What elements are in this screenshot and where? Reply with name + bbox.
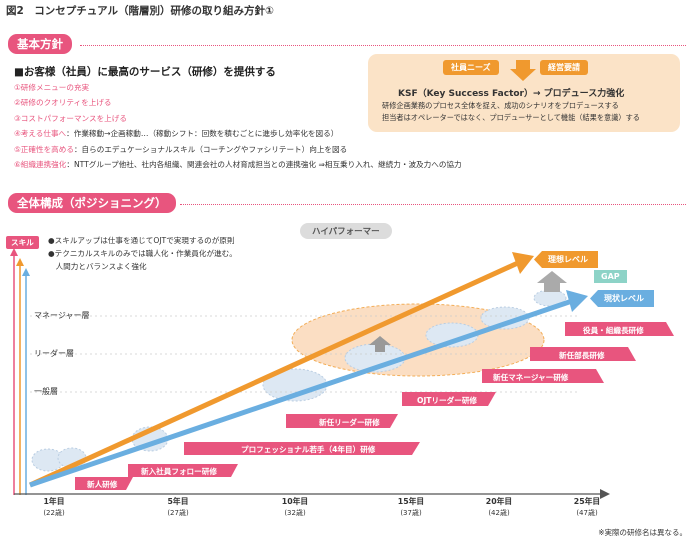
up-arrow-1 — [369, 336, 391, 352]
policy-divider — [80, 45, 686, 46]
note-3: 人間力とバランスよく強化 — [48, 262, 147, 271]
current-arrow — [29, 297, 576, 488]
training-5: OJTリーダー研修 — [417, 396, 478, 405]
policy-main-line: ■お客様（社員）に最高のサービス（研修）を提供する — [14, 66, 276, 78]
training-3: プロフェッショナル若手（4年目）研修 — [241, 445, 376, 454]
x-year-1: 1年目 — [43, 497, 65, 506]
skill-label: スキル — [6, 236, 39, 249]
current-level-tag: 現状レベル — [590, 290, 654, 307]
training-7: 新任部長研修 — [559, 351, 605, 360]
policy-point-2: ②研修のクオリティを上げる — [14, 98, 112, 108]
policy-point-4: ④考える仕事へ：作業稼動→企画稼動…（稼動シフト：回数を積むごとに進歩し効率化を… — [14, 129, 339, 139]
note-2: ●テクニカルスキルのみでは職人化・作業員化が進む。 — [48, 249, 237, 258]
high-performer-label: ハイパフォーマー — [300, 223, 392, 239]
level-leader: リーダー層 — [34, 349, 74, 358]
tag-shape-2 — [128, 464, 238, 477]
current-arrowhead — [566, 290, 588, 312]
x-age-15: (37歳) — [400, 509, 422, 517]
training-6: 新任マネージャー研修 — [493, 373, 569, 382]
tag-shape-7 — [530, 347, 636, 361]
policy-point-5: ⑤正確性を高める：自らのエデュケーショナルスキル（コーチングやファシリテート）向… — [14, 144, 348, 154]
training-4: 新任リーダー研修 — [319, 418, 380, 427]
ideal-level-tag: 理想レベル — [534, 251, 598, 268]
tag-shape-8 — [565, 322, 674, 336]
structure-divider — [180, 204, 686, 205]
x-year-5: 5年目 — [167, 497, 189, 506]
ksf-line-1: 研修企画業務のプロセス全体を捉え、成功のシナリオをプロデュースする — [382, 101, 619, 110]
tag-shape-1 — [75, 477, 133, 490]
x-age-20: (42歳) — [488, 509, 510, 517]
y-axis-2-head — [16, 258, 24, 266]
tag-shape-4 — [286, 414, 398, 428]
y-axis-3-head — [22, 268, 30, 276]
ideal-arrowhead — [512, 252, 534, 274]
x-age-25: (47歳) — [576, 509, 598, 517]
figure-title: 図2 コンセプチュアル（階層別）研修の取り組み方針① — [6, 5, 274, 17]
needs-chip: 社員ニーズ — [443, 60, 499, 75]
policy-point-1: ①研修メニューの充実 — [14, 83, 90, 92]
x-age-10: (32歳) — [284, 509, 306, 517]
policy-point-6: ⑥組織連携強化：NTTグループ他社、社内各組織、関連会社の人材育成担当との連携強… — [14, 160, 462, 170]
y-axis-1-head — [10, 248, 18, 256]
x-age-5: (27歳) — [167, 509, 189, 517]
training-2: 新入社員フォロー研修 — [141, 467, 217, 476]
requests-chip: 経営要請 — [540, 60, 588, 75]
structure-notes: ●スキルアップは仕事を通じてOJTで実現するのが原則 ●テクニカルスキルのみでは… — [48, 234, 237, 273]
ideal-arrow — [28, 259, 522, 488]
ksf-title: KSF（Key Success Factor）→ プロデュース力強化 — [398, 89, 625, 99]
level-manager: マネージャー層 — [34, 311, 90, 320]
policy-header: 基本方針 — [8, 34, 72, 54]
policy-points: ①研修メニューの充実 ②研修のクオリティを上げる ③コストパフォーマンスを上げる… — [14, 80, 462, 172]
x-age-1: (22歳) — [43, 509, 65, 517]
x-year-10: 10年目 — [281, 497, 309, 506]
tag-shape-6 — [482, 369, 604, 383]
gap-arrow — [537, 271, 567, 292]
training-1: 新人研修 — [87, 480, 118, 489]
x-year-15: 15年目 — [397, 497, 425, 506]
ksf-line-2: 担当者はオペレーターではなく、プロデューサーとして機能（結果を意識）する — [382, 113, 640, 122]
gap-tag: GAP — [594, 270, 627, 283]
training-8: 役員・組織長研修 — [583, 326, 644, 335]
x-year-20: 20年目 — [485, 497, 513, 506]
x-axis-head — [600, 489, 610, 499]
structure-header: 全体構成（ポジショニング） — [8, 193, 176, 213]
policy-point-3: ③コストパフォーマンスを上げる — [14, 113, 127, 123]
merge-arrow — [510, 60, 536, 81]
x-year-25: 25年目 — [573, 497, 601, 506]
tag-shape-5 — [402, 392, 496, 406]
note-1: ●スキルアップは仕事を通じてOJTで実現するのが原則 — [48, 236, 235, 245]
tag-shape-3 — [184, 442, 420, 455]
footnote: ※実際の研修名は異なる。 — [598, 528, 687, 537]
level-general: 一般層 — [34, 387, 58, 396]
